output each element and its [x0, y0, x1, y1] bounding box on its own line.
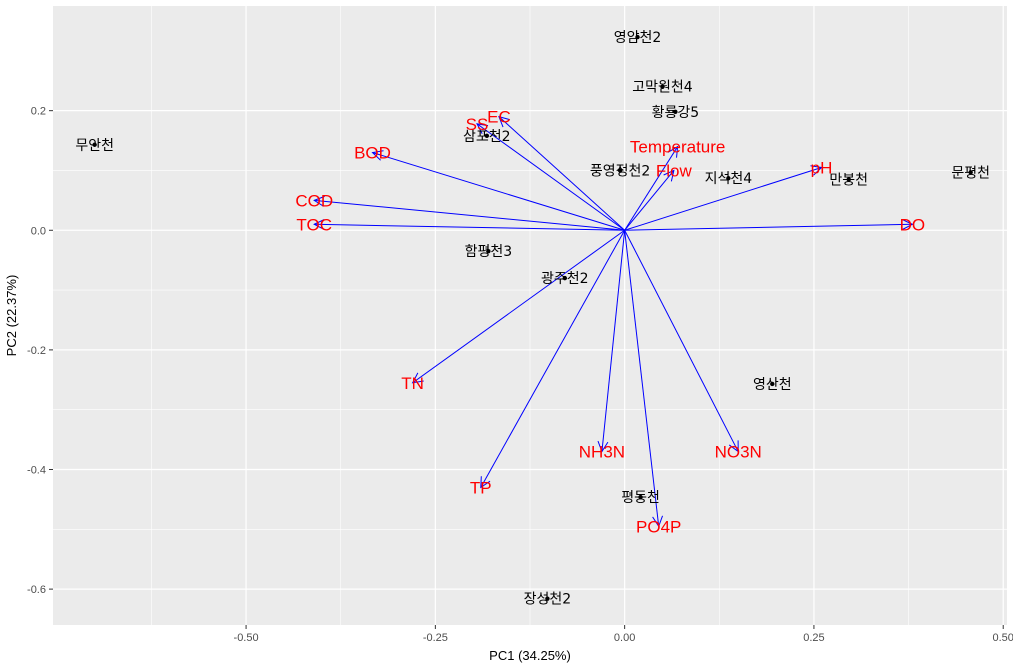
loading-arrow: [477, 124, 625, 231]
variable-label: Flow: [656, 161, 693, 180]
observation-label: 평동천: [621, 490, 660, 506]
x-tick-label: 0.00: [614, 632, 635, 644]
observation-label: 황룡강5: [652, 105, 700, 121]
y-tick-label: -0.4: [27, 465, 46, 477]
variable-label: pH: [811, 158, 833, 177]
observation-point: [635, 34, 640, 40]
observation-point: [562, 275, 568, 281]
observation-label: 풍영정천2: [590, 163, 650, 179]
loading-arrow: [624, 230, 739, 451]
observation-point: [673, 109, 678, 115]
variable-label: TOC: [296, 215, 332, 234]
observation-label: 만봉천: [829, 172, 868, 188]
observation-points: [92, 34, 973, 601]
y-tick-label: -0.6: [27, 584, 46, 596]
loading-arrow: [602, 230, 626, 451]
observation-label: 삼포천2: [463, 129, 511, 145]
minor-gridlines: [53, 6, 1007, 625]
y-axis-title: PC2 (22.37%): [4, 275, 19, 357]
observation-point: [846, 177, 851, 182]
observation-label: 고막원천4: [632, 80, 693, 96]
loading-arrow: [314, 224, 625, 231]
loading-arrow: [624, 230, 659, 526]
variable-label: PO4P: [636, 517, 681, 536]
observation-point: [726, 176, 731, 181]
observation-label: 영암천2: [614, 30, 662, 46]
loading-arrow: [624, 224, 913, 231]
variable-label: TN: [401, 374, 424, 393]
variable-label: NO3N: [715, 443, 762, 462]
observation-point: [484, 133, 490, 138]
observation-point: [770, 381, 775, 387]
loading-arrow: [373, 153, 625, 231]
variable-label: COD: [295, 191, 333, 210]
observation-label: 장성천2: [524, 592, 572, 608]
x-tick-label: 0.25: [803, 632, 824, 644]
observation-point: [660, 84, 665, 89]
loading-arrow: [499, 117, 625, 231]
variable-label: Temperature: [630, 138, 725, 157]
x-tick-label: 0.50: [993, 632, 1013, 644]
observation-label: 영산천: [753, 377, 792, 393]
loading-arrow: [624, 170, 674, 231]
x-axis-title: PC1 (34.25%): [489, 648, 571, 663]
y-tick-label: 0.0: [31, 225, 46, 237]
observation-label: 지석천4: [705, 171, 753, 187]
observation-point: [638, 494, 643, 500]
variable-label: EC: [487, 108, 511, 127]
observation-point: [545, 596, 550, 601]
x-tick-label: -0.25: [423, 632, 448, 644]
variable-label: TP: [470, 478, 492, 497]
variable-label: BOD: [354, 144, 391, 163]
observation-point: [92, 142, 97, 147]
observation-point: [968, 170, 973, 175]
y-tick-label: 0.2: [31, 106, 46, 118]
loading-arrow: [413, 229, 625, 383]
loading-arrow: [624, 167, 822, 231]
major-gridlines: [53, 6, 1007, 625]
loading-arrow: [624, 147, 678, 231]
y-axis-ticks: 0.2 0.0 -0.2 -0.4 -0.6: [27, 106, 53, 596]
loading-arrow: [314, 200, 625, 231]
observation-point: [617, 168, 623, 173]
variable-label: SS: [466, 115, 489, 134]
loading-arrows: [314, 117, 912, 527]
variable-label: NH3N: [579, 443, 625, 462]
x-tick-label: -0.50: [234, 632, 259, 644]
observation-label: 광주천2: [541, 271, 589, 287]
loading-arrow: [481, 230, 626, 487]
x-axis-ticks: -0.50 -0.25 0.00 0.25 0.50: [234, 625, 1013, 644]
observation-point: [486, 249, 491, 254]
observation-label: 함평천3: [465, 244, 513, 260]
variable-label: DO: [900, 215, 926, 234]
y-tick-label: -0.2: [27, 345, 46, 357]
observation-label: 문평천: [951, 165, 990, 181]
observation-label: 무안천: [75, 138, 114, 154]
